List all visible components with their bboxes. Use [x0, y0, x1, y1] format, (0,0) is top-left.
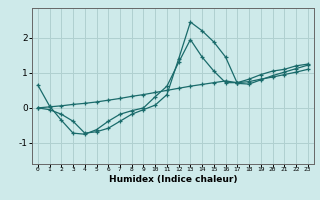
X-axis label: Humidex (Indice chaleur): Humidex (Indice chaleur)	[108, 175, 237, 184]
